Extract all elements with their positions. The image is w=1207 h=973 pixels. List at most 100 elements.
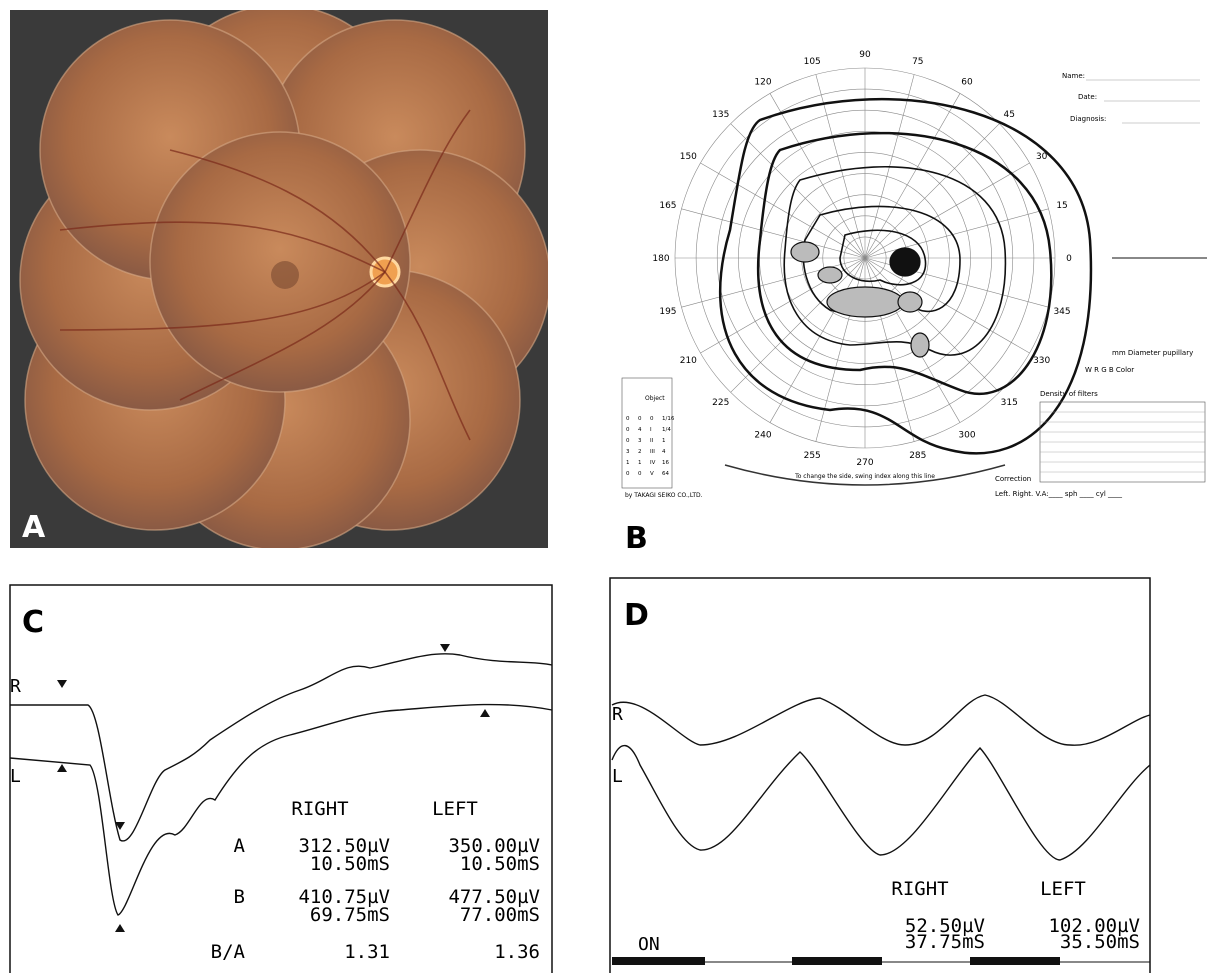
- erg-trace-left: [611, 744, 1151, 861]
- object-cell: 4: [662, 449, 666, 455]
- angle-label: 180: [652, 254, 669, 264]
- panel-frame: [9, 584, 553, 973]
- angle-label: 105: [804, 57, 821, 67]
- object-cell: 3: [638, 438, 642, 444]
- polar-spoke: [815, 74, 866, 259]
- form-text: by TAKAGI SEIKO CO.,LTD.: [625, 492, 703, 499]
- object-cell: 1/4: [662, 427, 671, 433]
- peak-marker: [57, 680, 67, 688]
- swing-arc: [724, 464, 1006, 486]
- polar-spoke: [864, 123, 1000, 259]
- object-cell: II: [650, 438, 654, 444]
- peak-marker: [115, 822, 125, 830]
- polar-spoke: [864, 162, 1030, 259]
- polar-spoke: [681, 257, 866, 308]
- stimulus-on: [612, 957, 705, 965]
- polar-spoke: [864, 257, 915, 442]
- scotoma: [897, 291, 923, 313]
- value: 1.36: [494, 941, 540, 963]
- object-cell: 1/16: [662, 416, 675, 422]
- angle-label: 150: [680, 152, 697, 162]
- angle-label: 165: [659, 201, 676, 211]
- object-cell: 2: [638, 449, 642, 455]
- angle-label: 285: [909, 451, 926, 461]
- object-cell: I: [650, 427, 652, 433]
- object-table: [621, 377, 673, 489]
- angle-label: 255: [804, 451, 821, 461]
- object-cell: 0: [626, 416, 630, 422]
- angle-label: 300: [958, 431, 975, 441]
- angle-label: 315: [1001, 398, 1018, 408]
- value: 10.50mS: [460, 853, 540, 875]
- value: 312.50µV: [298, 835, 390, 857]
- angle-label: 330: [1033, 356, 1050, 366]
- peak-marker: [115, 924, 125, 932]
- object-cell: 0: [626, 427, 630, 433]
- peak-marker: [480, 709, 490, 717]
- object-cell: 4: [638, 427, 642, 433]
- row-label: B: [234, 886, 245, 908]
- angle-label: 45: [1004, 110, 1015, 120]
- value: 52.50µV: [905, 915, 985, 937]
- form-text: Correction: [995, 475, 1031, 483]
- object-cell: 1: [626, 460, 630, 466]
- angle-label: 90: [859, 50, 871, 60]
- angle-label: 30: [1036, 152, 1048, 162]
- polar-spoke: [681, 208, 866, 259]
- trace-label: L: [612, 766, 623, 787]
- object-cell: 1: [638, 460, 642, 466]
- angle-label: 75: [912, 57, 923, 67]
- vessel: [179, 271, 386, 401]
- panel-frame: [609, 577, 1151, 973]
- angle-label: 120: [754, 77, 771, 87]
- value: 10.50mS: [310, 853, 390, 875]
- isopter: [839, 229, 927, 286]
- scotoma: [910, 332, 930, 358]
- polar-spoke: [864, 208, 1049, 259]
- isopter: [756, 131, 1053, 396]
- trace-label: R: [10, 676, 21, 697]
- peak-marker: [440, 644, 450, 652]
- form-text: Diagnosis:: [1070, 115, 1106, 123]
- column-header: RIGHT: [891, 878, 948, 900]
- peak-marker: [57, 764, 67, 772]
- value: 410.75µV: [298, 886, 390, 908]
- isopter: [718, 97, 1093, 455]
- row-label: A: [234, 835, 246, 857]
- value: 1.31: [344, 941, 390, 963]
- object-cell: III: [650, 449, 655, 455]
- angle-label: 270: [856, 458, 873, 468]
- form-text: Name:: [1062, 72, 1085, 80]
- polar-spoke: [769, 257, 866, 423]
- fundus-montage: [19, 10, 548, 548]
- form-text: To change the side, swing index along th…: [794, 473, 935, 480]
- value: 350.00µV: [448, 835, 540, 857]
- polar-spoke: [730, 257, 866, 393]
- vessel: [59, 221, 386, 273]
- erg-trace-left: [9, 703, 553, 916]
- polar-spoke: [864, 257, 1030, 354]
- stimulus-on: [792, 957, 882, 965]
- angle-label: 135: [712, 110, 729, 120]
- vessel: [59, 271, 386, 331]
- trace-label: L: [10, 766, 21, 787]
- value: 37.75mS: [905, 931, 985, 953]
- angle-label: 60: [961, 77, 973, 87]
- visual-field-chart: 0153045607590105120135150165180195210225…: [621, 50, 1207, 499]
- angle-label: 225: [712, 398, 729, 408]
- object-cell: 1: [662, 438, 666, 444]
- column-header: RIGHT: [291, 798, 348, 820]
- column-header: LEFT: [432, 798, 478, 820]
- object-cell: 0: [650, 416, 654, 422]
- object-cell: 16: [662, 460, 669, 466]
- value: 35.50mS: [1060, 931, 1140, 953]
- erg-trace-right: [10, 653, 553, 842]
- polar-spoke: [700, 162, 866, 259]
- polar-spoke: [864, 257, 1000, 393]
- trace-label: R: [612, 704, 623, 725]
- stimulus-label: ON: [638, 934, 660, 955]
- angle-label: 345: [1053, 307, 1070, 317]
- value: 477.50µV: [448, 886, 540, 908]
- form-text: mm Diameter pupillary: [1112, 349, 1193, 357]
